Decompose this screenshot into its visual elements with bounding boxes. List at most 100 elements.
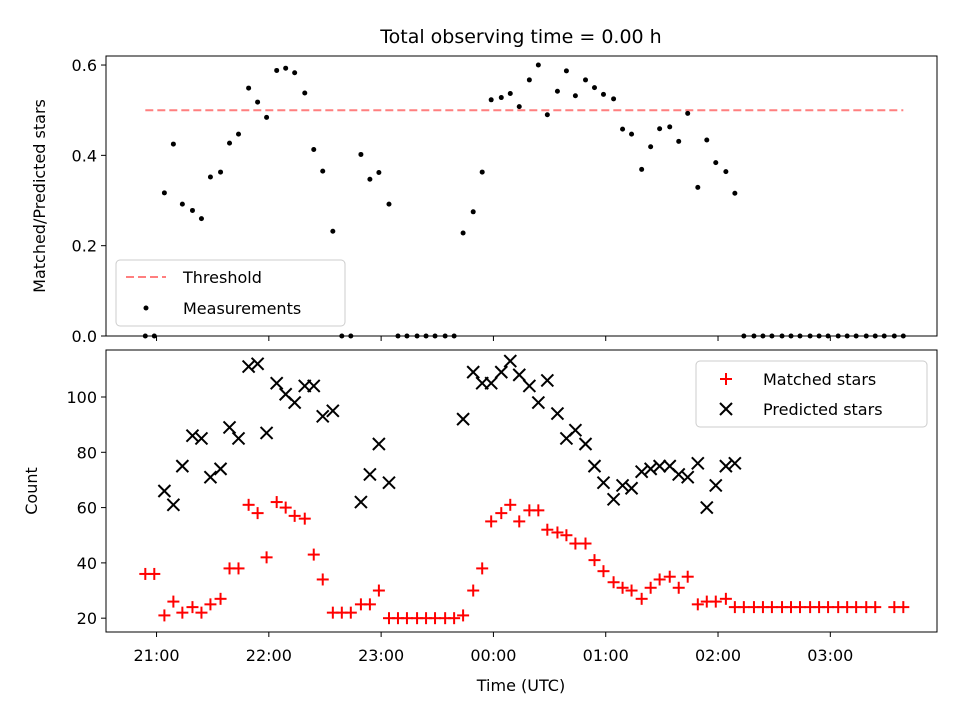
bottom-axes-frame: [105, 349, 938, 633]
matched-star-marker: [195, 606, 208, 619]
predicted-star-marker-b: [382, 475, 396, 490]
measurement-point: [189, 207, 195, 213]
matched-star-marker: [316, 573, 329, 586]
predicted-star-marker-b: [512, 368, 526, 382]
bottom-axis-ticks: 20 40 60 80 100 21:00 22:00 23:00 00:00 01:00 02:0…: [66, 388, 853, 665]
predicted-star-marker: [372, 437, 386, 451]
predicted-star-marker: [512, 368, 526, 382]
predicted-star-marker-b: [596, 475, 611, 490]
measurement-point: [236, 131, 242, 137]
measurement-point: [685, 110, 691, 116]
chart-title: Total observing time = 0.00 h: [379, 26, 661, 48]
measurement-point: [535, 62, 541, 68]
predicted-star-marker-b: [672, 467, 686, 482]
measurement-point: [516, 104, 522, 110]
x-axis-label: Time (UTC): [476, 676, 565, 695]
matched-star-marker: [204, 598, 217, 611]
x-tick-label: 02:00: [695, 646, 741, 665]
predicted-star-marker-b: [250, 357, 265, 371]
matched-star-marker: [850, 601, 863, 614]
x-tick-label: 03:00: [807, 646, 853, 665]
matched-star-marker: [681, 570, 694, 583]
measurement-point: [179, 201, 185, 207]
matched-star-marker: [625, 584, 638, 597]
measurement-point: [648, 144, 654, 150]
predicted-star-marker: [287, 395, 302, 410]
measurement-point: [611, 96, 617, 102]
measurement-point: [657, 126, 663, 132]
measurements-legend-swatch: [143, 305, 149, 311]
predicted-star-marker-b: [241, 359, 256, 374]
matched-star-marker: [513, 515, 526, 528]
predicted-star-marker-b: [728, 456, 742, 471]
matched-star-marker: [869, 601, 882, 614]
measurement-point: [311, 146, 317, 152]
bottom-y-axis-label: Count: [22, 467, 41, 515]
matched-star-marker: [551, 526, 564, 539]
predicted-star-marker-b: [259, 426, 274, 440]
predicted-star-marker: [615, 478, 630, 493]
predicted-star-marker-b: [363, 467, 377, 482]
bottom-legend: Matched stars Predicted stars: [695, 360, 928, 428]
predicted-star-marker-b: [634, 464, 649, 479]
matched-star-marker: [214, 592, 227, 605]
bottom-y-tick-label: 80: [77, 443, 97, 462]
predicted-star-marker-b: [157, 484, 172, 498]
predicted-star-marker: [354, 495, 368, 509]
predicted-star-marker: [494, 365, 508, 379]
predicted-star-marker-b: [606, 492, 621, 507]
matched-star-marker: [344, 606, 357, 619]
matched-star-marker: [476, 562, 489, 575]
x-tick-label: 00:00: [470, 646, 516, 665]
bottom-y-tick-label: 100: [66, 388, 97, 407]
top-y-tick-label: 0.2: [72, 237, 97, 256]
top-y-tick-label: 0.6: [72, 56, 97, 75]
matched-star-marker: [260, 551, 273, 564]
matched-star-marker: [793, 601, 806, 614]
measurement-point: [695, 184, 701, 190]
predicted-star-marker-b: [326, 404, 340, 418]
matched-star-marker: [467, 584, 480, 597]
predicted-star-marker-b: [503, 354, 517, 368]
threshold-legend-label: Threshold: [182, 268, 262, 287]
predicted-star-marker: [634, 464, 649, 479]
matched-star-marker: [672, 581, 685, 594]
matched-star-marker: [186, 601, 199, 614]
predicted-star-marker-b: [587, 459, 602, 473]
x-tick-label: 22:00: [246, 646, 292, 665]
predicted-star-marker-b: [663, 459, 677, 473]
predicted-star-marker-b: [540, 373, 555, 388]
predicted-star-marker: [363, 467, 377, 482]
predicted-star-marker-b: [203, 470, 218, 484]
measurement-point: [629, 131, 635, 137]
matched-star-marker: [588, 554, 601, 567]
measurement-point: [479, 169, 485, 175]
predicted-star-marker-b: [278, 387, 293, 401]
measurement-point: [264, 114, 270, 120]
matched-star-marker: [532, 504, 545, 517]
measurement-point: [330, 228, 336, 234]
measurement-point: [161, 190, 167, 196]
predicted-star-marker-b: [231, 431, 246, 446]
measurement-point: [507, 90, 513, 96]
predicted-star-marker: [606, 492, 621, 507]
measurement-point: [170, 141, 176, 147]
matched-star-marker: [457, 609, 470, 622]
top-y-tick-label: 0.0: [72, 327, 97, 346]
matched-star-marker: [709, 595, 722, 608]
matched-star-marker: [644, 581, 657, 594]
matched-star-marker: [148, 567, 161, 580]
matched-star-marker: [363, 598, 376, 611]
measurement-point: [292, 70, 298, 76]
matched-star-marker: [541, 523, 554, 536]
predicted-star-marker: [222, 420, 237, 435]
matched-star-marker: [158, 609, 171, 622]
matched-star-marker: [822, 601, 835, 614]
predicted-star-marker-b: [269, 376, 284, 390]
measurement-point: [639, 166, 645, 172]
x-tick-label: 01:00: [583, 646, 629, 665]
measurement-point: [376, 170, 382, 176]
predicted-star-marker-b: [522, 379, 537, 393]
